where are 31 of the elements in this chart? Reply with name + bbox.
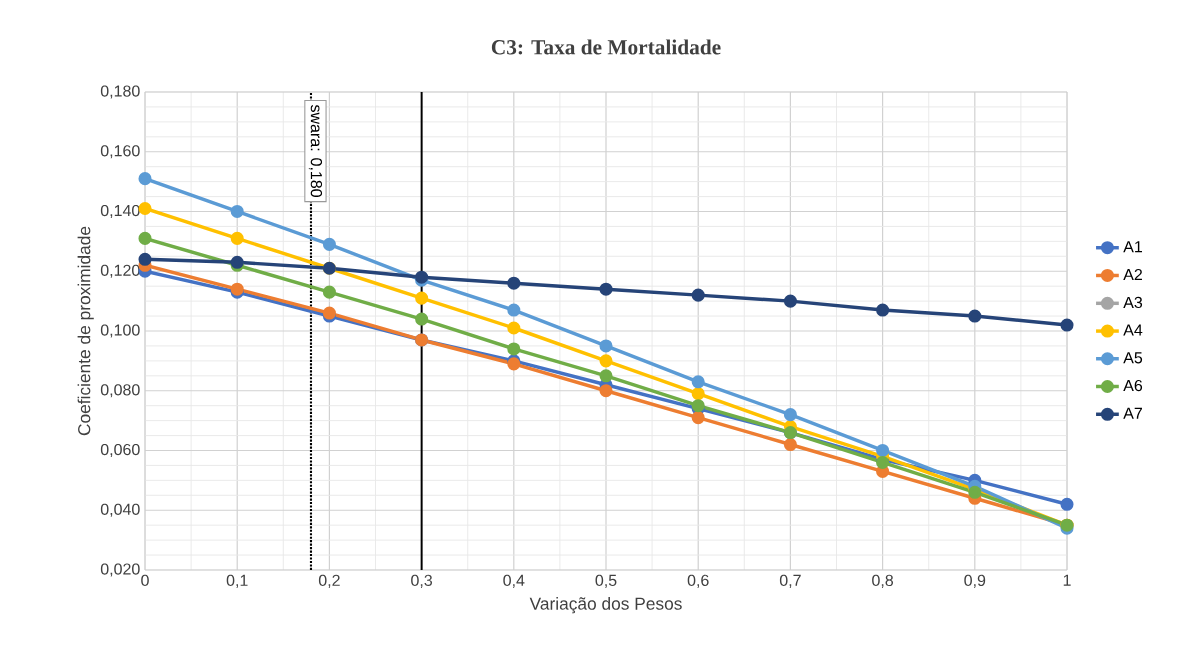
x-tick-label: 0,2 <box>318 574 340 588</box>
y-tick-label: 0,180 <box>100 85 140 99</box>
x-tick-label: 0,4 <box>503 574 525 588</box>
x-tick-label: 0,9 <box>964 574 986 588</box>
y-tick-label: 0,140 <box>100 204 140 219</box>
x-tick-label: 0,7 <box>779 574 801 588</box>
y-tick-label: 0,040 <box>100 503 140 517</box>
ref-line-label: swara: 0,180 <box>308 104 323 197</box>
x-tick-label: 0,8 <box>872 574 894 588</box>
legend-label: A4 <box>1123 324 1143 336</box>
x-tick-label: 0,1 <box>226 574 248 588</box>
legend-label: A7 <box>1123 407 1142 419</box>
legend-label: A2 <box>1123 268 1142 281</box>
legend-label: A3 <box>1123 296 1143 309</box>
legend-label: A5 <box>1123 352 1143 364</box>
x-tick-label: 0,6 <box>687 574 709 588</box>
legend-label: A6 <box>1123 379 1143 392</box>
y-tick-label: 0,080 <box>100 384 140 398</box>
x-tick-label: 1 <box>1063 574 1071 586</box>
y-tick-label: 0,160 <box>100 145 140 159</box>
legend-label: A1 <box>1123 241 1142 253</box>
x-axis-title: Variação dos Pesos <box>529 597 682 614</box>
y-tick-label: 0,100 <box>100 324 140 338</box>
chart-title: C3: Taxa de Mortalidade <box>491 39 721 55</box>
y-axis-title: Coeficiente de proximidade <box>77 226 94 436</box>
y-tick-label: 0,120 <box>100 264 140 278</box>
x-tick-label: 0,3 <box>411 574 433 588</box>
x-tick-label: 0,5 <box>595 574 617 588</box>
y-tick-label: 0,020 <box>100 563 140 577</box>
y-tick-label: 0,060 <box>100 443 140 458</box>
x-tick-label: 0 <box>141 574 149 587</box>
